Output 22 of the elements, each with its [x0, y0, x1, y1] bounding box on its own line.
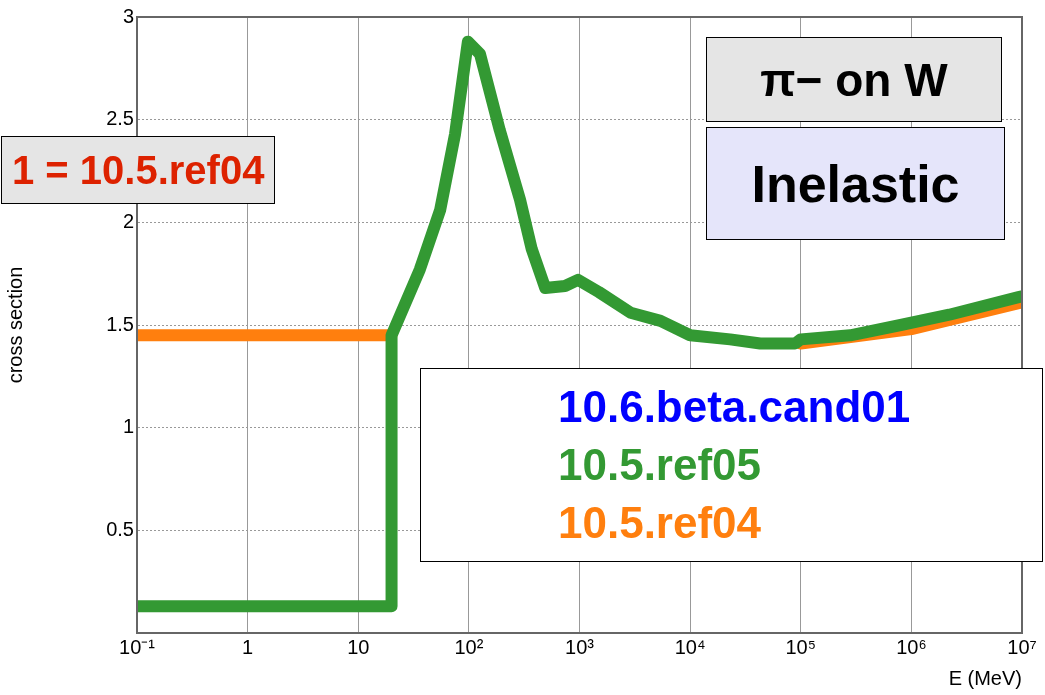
y-axis-title: cross section	[3, 266, 26, 384]
y-tick-label: 1.5	[106, 312, 134, 335]
x-tick-label: 10³	[565, 635, 595, 658]
legend-label: 10.6.beta.cand01	[558, 381, 911, 433]
annotation: 1 = 10.5.ref04	[12, 147, 265, 193]
text: π− on W	[760, 52, 948, 107]
x-tick-label: 10⁴	[674, 635, 706, 658]
x-tick-label: 10	[347, 635, 370, 658]
x-tick-label: 10²	[454, 635, 484, 658]
legend-frame: 10.6.beta.cand01 10.5.ref05 10.5.ref04	[420, 368, 1043, 562]
y-tick-label: 3	[122, 4, 134, 27]
x-axis-title: E (MeV)	[948, 666, 1022, 689]
x-tick-label: 10⁻¹	[119, 635, 156, 658]
y-tick-label: 1	[122, 415, 134, 438]
x-tick-label: 1	[242, 635, 254, 658]
y-tick-label: 0.5	[106, 517, 134, 540]
x-tick-label: 10⁷	[1007, 635, 1037, 658]
y-tick-label: 2	[122, 209, 134, 232]
text: Inelastic	[751, 153, 960, 214]
x-tick-label: 10⁶	[896, 635, 927, 658]
x-tick-label: 10⁵	[785, 635, 817, 658]
y-tick-label: 2.5	[106, 107, 134, 130]
